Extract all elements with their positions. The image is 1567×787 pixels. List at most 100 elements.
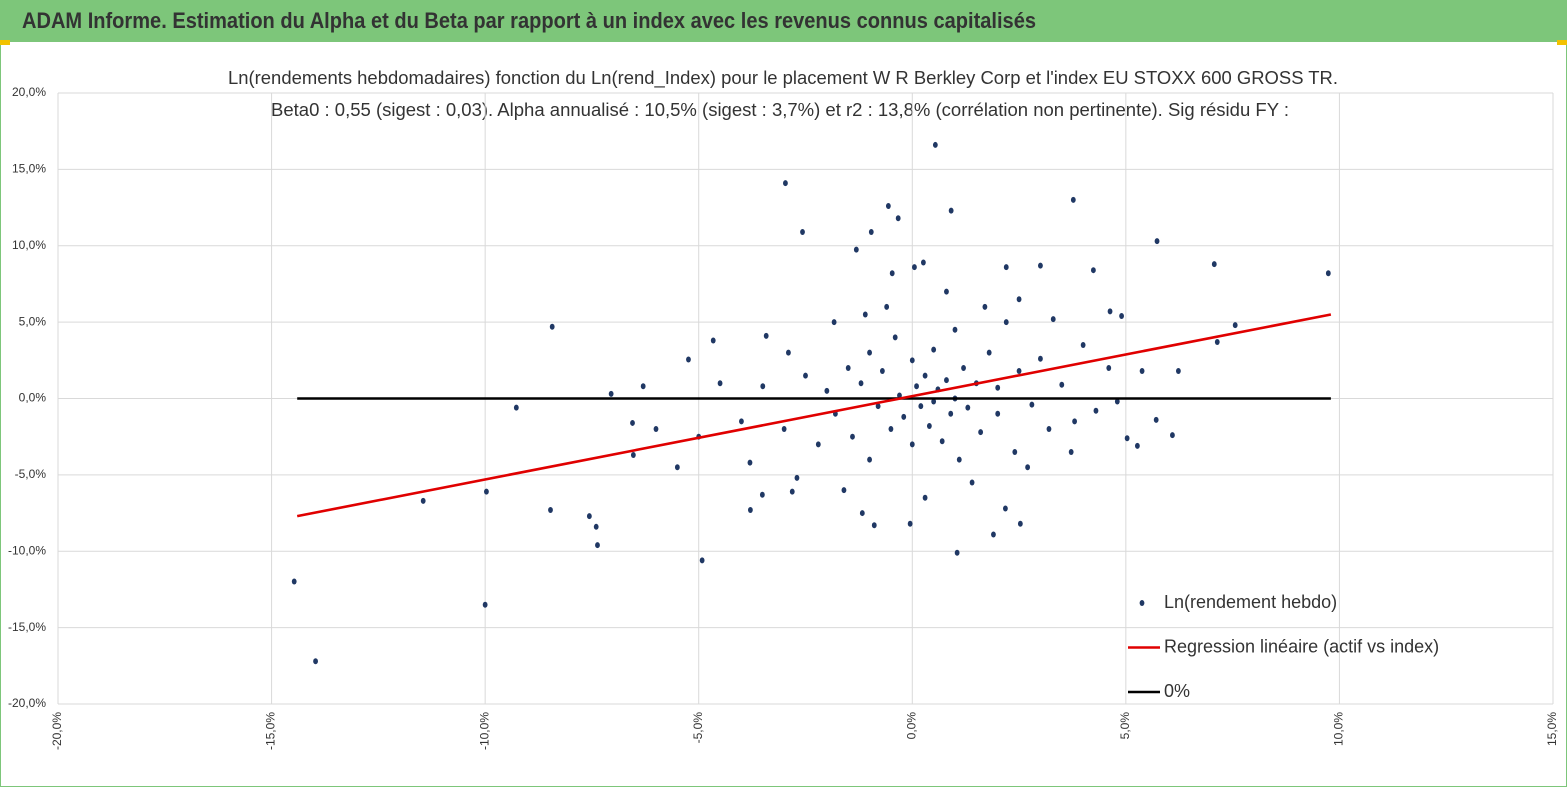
data-point bbox=[747, 459, 753, 466]
data-point bbox=[548, 507, 553, 514]
data-point bbox=[747, 507, 753, 514]
data-point bbox=[513, 404, 519, 411]
data-point bbox=[875, 403, 881, 410]
data-point bbox=[871, 522, 877, 529]
data-point bbox=[888, 426, 894, 433]
data-point bbox=[1139, 368, 1145, 375]
legend-label: Ln(rendement hebdo) bbox=[1164, 592, 1337, 612]
data-point bbox=[549, 323, 555, 330]
data-point bbox=[595, 542, 600, 549]
data-point bbox=[956, 456, 962, 463]
data-point bbox=[1068, 448, 1074, 455]
data-point bbox=[885, 203, 891, 210]
data-point bbox=[1154, 238, 1160, 245]
data-point bbox=[1072, 418, 1077, 425]
data-point bbox=[593, 523, 599, 530]
data-point bbox=[969, 479, 975, 486]
y-tick-label: -5,0% bbox=[15, 467, 47, 481]
data-point bbox=[1012, 448, 1018, 455]
data-point bbox=[763, 332, 769, 339]
data-point bbox=[1003, 319, 1009, 326]
data-point bbox=[1025, 464, 1031, 471]
data-point bbox=[1070, 196, 1076, 203]
data-point bbox=[1175, 368, 1181, 375]
chart-title: Ln(rendements hebdomadaires) fonction du… bbox=[228, 68, 1338, 89]
data-point bbox=[845, 364, 851, 371]
data-point bbox=[803, 372, 808, 379]
data-point bbox=[710, 337, 716, 344]
data-point bbox=[867, 349, 872, 356]
data-point bbox=[482, 601, 488, 608]
data-point bbox=[786, 349, 791, 356]
legend-label: 0% bbox=[1164, 681, 1190, 701]
data-point bbox=[1153, 416, 1159, 423]
data-point bbox=[420, 497, 426, 504]
x-tick-label: -10,0% bbox=[477, 712, 491, 750]
data-point bbox=[991, 531, 996, 538]
chart-subtitle: Beta0 : 0,55 (sigest : 0,03). Alpha annu… bbox=[271, 100, 1289, 120]
header-bar bbox=[0, 0, 1567, 42]
data-point bbox=[1232, 322, 1238, 329]
plot: -20,0% -15,0% -10,0% -5,0% 0,0% 5,0% 10,0% 15,0… bbox=[8, 85, 1559, 750]
data-point bbox=[995, 410, 1001, 417]
data-point bbox=[586, 513, 592, 520]
data-point bbox=[853, 246, 859, 253]
data-point bbox=[608, 390, 614, 397]
data-point bbox=[1016, 296, 1022, 303]
data-point bbox=[909, 441, 915, 448]
data-point bbox=[1059, 381, 1065, 388]
data-point bbox=[1003, 505, 1008, 512]
data-point bbox=[944, 288, 949, 295]
data-point bbox=[868, 229, 874, 236]
y-tick-label: 20,0% bbox=[12, 85, 46, 99]
data-point bbox=[1038, 262, 1043, 269]
data-point bbox=[653, 426, 659, 433]
data-point bbox=[948, 207, 954, 214]
data-point bbox=[850, 433, 855, 440]
data-point bbox=[920, 259, 926, 266]
data-point bbox=[912, 264, 917, 271]
data-point bbox=[760, 383, 766, 390]
data-point bbox=[909, 357, 915, 364]
data-point bbox=[1114, 398, 1120, 405]
data-point bbox=[858, 380, 864, 387]
data-point bbox=[939, 438, 945, 445]
data-point bbox=[879, 368, 885, 375]
page-title: ADAM Informe. Estimation du Alpha et du … bbox=[22, 8, 1036, 33]
data-point bbox=[867, 456, 872, 463]
data-point bbox=[824, 387, 830, 394]
data-point bbox=[1050, 316, 1056, 323]
data-point bbox=[961, 364, 966, 371]
data-point bbox=[922, 372, 928, 379]
x-tick-label: -5,0% bbox=[691, 712, 705, 744]
data-point bbox=[914, 383, 919, 390]
y-tick-label: 0,0% bbox=[19, 391, 47, 405]
data-point bbox=[982, 303, 988, 310]
data-point bbox=[640, 383, 646, 390]
data-point bbox=[800, 229, 805, 236]
data-point bbox=[686, 356, 691, 363]
data-point bbox=[948, 410, 954, 417]
y-tick-label: -20,0% bbox=[8, 696, 46, 710]
data-point bbox=[739, 418, 744, 425]
data-point bbox=[1029, 401, 1035, 408]
data-point bbox=[859, 510, 865, 517]
y-tick-label: 15,0% bbox=[12, 162, 46, 176]
data-point bbox=[931, 346, 937, 353]
x-tick-label: -15,0% bbox=[264, 712, 278, 750]
data-point bbox=[1038, 355, 1043, 362]
data-point bbox=[1017, 520, 1023, 527]
data-point bbox=[781, 426, 787, 433]
data-point bbox=[1119, 313, 1124, 320]
x-tick-label: 0,0% bbox=[904, 712, 918, 740]
data-point bbox=[1046, 426, 1052, 433]
data-point bbox=[1093, 407, 1099, 414]
series-line bbox=[296, 313, 1332, 518]
data-point bbox=[1016, 368, 1022, 375]
data-point bbox=[291, 578, 297, 585]
data-point bbox=[1134, 442, 1140, 449]
data-point bbox=[901, 413, 907, 420]
data-point bbox=[884, 303, 890, 310]
data-point bbox=[1106, 364, 1112, 371]
